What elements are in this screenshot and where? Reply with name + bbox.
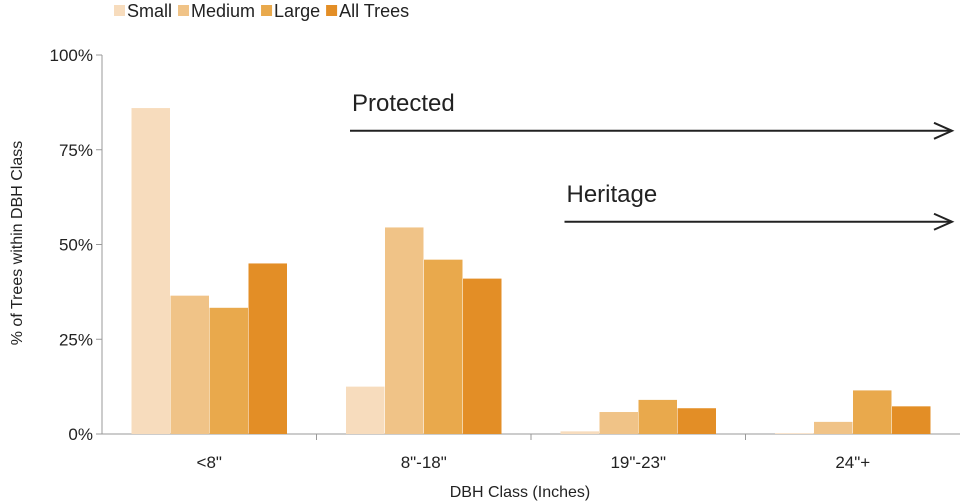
annotation-label: Heritage: [567, 181, 658, 208]
legend-swatch: [261, 5, 273, 16]
bar-large: [638, 399, 677, 434]
bar-all-trees: [248, 263, 287, 434]
y-tick-label: 75%: [59, 141, 93, 160]
bar-large: [209, 307, 248, 434]
arrow-head-icon: [933, 212, 955, 231]
legend: Small Medium Large All Trees: [114, 1, 409, 21]
annotations: Protected Heritage: [350, 90, 955, 231]
x-tick-label: 24"+: [835, 453, 870, 472]
x-axis-title: DBH Class (Inches): [450, 484, 590, 501]
bar-small: [131, 108, 170, 434]
bar-medium: [599, 412, 638, 434]
y-tick-label: 100%: [50, 46, 93, 65]
legend-swatch: [326, 5, 338, 16]
x-tick-label: 8"-18": [401, 453, 447, 472]
legend-label: Medium: [191, 1, 255, 21]
bar-all-trees: [892, 406, 931, 434]
bar-medium: [385, 227, 424, 434]
bar-all-trees: [463, 278, 502, 434]
bar-all-trees: [677, 408, 716, 434]
bar-small: [346, 386, 385, 434]
x-tick-label: 19"-23": [610, 453, 666, 472]
x-tick-label: <8": [197, 453, 222, 472]
bars: [131, 108, 931, 434]
legend-label: Small: [127, 1, 172, 21]
bar-large: [853, 390, 892, 434]
bar-large: [424, 259, 463, 434]
bar-medium: [170, 295, 209, 434]
y-tick-label: 0%: [68, 425, 93, 444]
bar-small: [560, 431, 599, 434]
legend-label: All Trees: [339, 1, 409, 21]
legend-swatch: [178, 5, 190, 16]
legend-label: Large: [274, 1, 320, 21]
y-tick-label: 50%: [59, 236, 93, 255]
arrow-head-icon: [933, 121, 955, 140]
annotation-label: Protected: [352, 90, 455, 117]
bar-small: [775, 433, 814, 434]
y-axis-title: % of Trees within DBH Class: [9, 141, 26, 346]
y-tick-label: 25%: [59, 330, 93, 349]
bar-medium: [814, 421, 853, 434]
legend-swatch: [114, 5, 125, 16]
